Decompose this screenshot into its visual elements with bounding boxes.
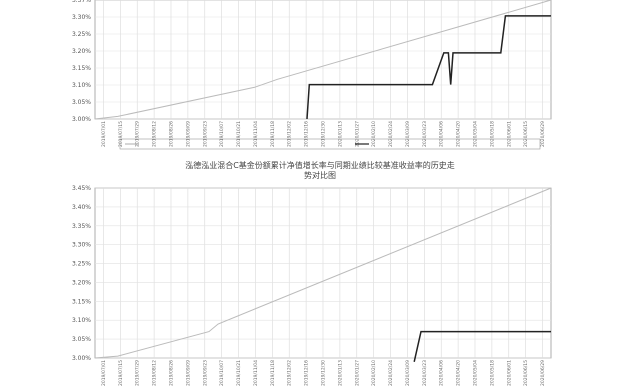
y-tick-label: 3.35% xyxy=(72,223,91,230)
x-tick-label: 2019/09/23 xyxy=(202,360,208,386)
y-tick-label: 3.20% xyxy=(72,279,91,286)
x-tick-label: 2020/06/01 xyxy=(506,360,512,386)
x-tick-label: 2020/02/24 xyxy=(388,360,394,386)
x-tick-label: 2020/01/27 xyxy=(354,360,360,386)
x-tick-label: 2019/10/07 xyxy=(219,121,225,147)
x-tick-label: 2019/12/30 xyxy=(321,121,327,147)
x-tick-label: 2019/09/23 xyxy=(202,121,208,147)
x-tick-label: 2019/08/26 xyxy=(169,121,175,147)
x-tick-label: 2020/03/09 xyxy=(405,121,411,147)
x-tick-label: 2020/02/24 xyxy=(388,121,394,147)
x-tick-label: 2019/07/01 xyxy=(101,360,107,386)
x-tick-label: 2019/07/29 xyxy=(135,360,141,386)
x-tick-label: 2020/04/06 xyxy=(439,360,445,386)
x-tick-label: 2019/07/15 xyxy=(118,360,124,386)
series-line-0 xyxy=(94,187,552,359)
y-tick-label: 3.25% xyxy=(72,261,91,268)
x-tick-label: 2020/01/13 xyxy=(337,121,343,147)
x-tick-label: 2019/08/12 xyxy=(152,360,158,386)
x-tick-label: 2020/05/04 xyxy=(473,121,479,147)
x-tick-label: 2020/05/18 xyxy=(489,360,495,386)
y-tick-label: 3.25% xyxy=(72,31,91,38)
x-tick-label: 2019/10/21 xyxy=(236,360,242,386)
x-tick-label: 2019/11/04 xyxy=(253,121,259,147)
x-tick-label: 2020/06/29 xyxy=(540,360,546,386)
series-line-1 xyxy=(306,15,551,120)
x-tick-label: 2019/08/26 xyxy=(169,360,175,386)
y-tick-label: 3.30% xyxy=(72,242,91,249)
y-tick-label: 3.05% xyxy=(72,336,91,343)
y-tick-label: 3.10% xyxy=(72,317,91,324)
legend-box xyxy=(119,138,541,150)
x-tick-label: 2020/04/20 xyxy=(456,121,462,147)
x-tick-label: 2019/09/09 xyxy=(185,360,191,386)
y-tick-label: 3.45% xyxy=(72,185,91,192)
x-tick-label: 2020/06/15 xyxy=(523,121,529,147)
y-tick-label: 3.05% xyxy=(72,99,91,106)
y-tick-label: 3.30% xyxy=(72,14,91,21)
x-tick-label: 2020/06/01 xyxy=(506,121,512,147)
x-tick-label: 2020/06/29 xyxy=(540,121,546,147)
x-tick-label: 2020/03/23 xyxy=(422,360,428,386)
y-tick-label: 3.15% xyxy=(72,65,91,72)
chart-title: 泓德泓业混合C基金份额累计净值增长率与同期业绩比较基准收益率的历史走势对比图 xyxy=(185,160,455,180)
x-tick-label: 2020/05/18 xyxy=(489,121,495,147)
x-tick-label: 2019/12/16 xyxy=(304,121,310,147)
x-tick-label: 2020/04/06 xyxy=(439,121,445,147)
y-tick-label: 3.20% xyxy=(72,48,91,55)
x-tick-label: 2020/02/10 xyxy=(371,121,377,147)
chart-top: 3.00% 3.05% 3.10% 3.15% 3.20% 3.25% 3.30% 3.37%… xyxy=(72,0,552,150)
x-tick-label: 2019/12/02 xyxy=(287,360,293,386)
chart-bottom: 3.00% 3.05% 3.10% 3.15% 3.20% 3.25% 3.30% 3.35%… xyxy=(72,185,552,386)
x-tick-label: 2020/01/13 xyxy=(337,360,343,386)
x-tick-label: 2019/12/30 xyxy=(321,360,327,386)
x-tick-label: 2019/11/18 xyxy=(270,360,276,386)
x-tick-label: 2020/03/23 xyxy=(422,121,428,147)
x-tick-label: 2019/07/01 xyxy=(101,121,107,147)
x-tick-label: 2019/10/07 xyxy=(219,360,225,386)
x-tick-label: 2020/06/15 xyxy=(523,360,529,386)
x-tick-label: 2019/08/12 xyxy=(152,121,158,147)
x-tick-label: 2020/04/20 xyxy=(456,360,462,386)
y-tick-label: 3.00% xyxy=(72,116,91,123)
y-tick-label: 3.40% xyxy=(72,204,91,211)
legend xyxy=(119,138,541,150)
x-tick-label: 2019/11/04 xyxy=(253,360,259,386)
x-tick-label: 2020/01/27 xyxy=(354,121,360,147)
x-tick-label: 2019/10/21 xyxy=(236,121,242,147)
y-tick-label: 3.10% xyxy=(72,82,91,89)
x-tick-label: 2019/07/29 xyxy=(135,121,141,147)
series-line-0 xyxy=(94,0,552,120)
x-tick-label: 2019/11/18 xyxy=(270,121,276,147)
x-tick-label: 2020/02/10 xyxy=(371,360,377,386)
y-tick-label: 3.15% xyxy=(72,298,91,305)
x-tick-label: 2020/03/09 xyxy=(405,360,411,386)
x-tick-label: 2019/07/15 xyxy=(118,121,124,147)
x-tick-label: 2019/12/02 xyxy=(287,121,293,147)
x-tick-label: 2019/12/16 xyxy=(304,360,310,386)
x-tick-label: 2020/05/04 xyxy=(473,360,479,386)
y-tick-label: 3.00% xyxy=(72,355,91,362)
y-tick-label: 3.37% xyxy=(72,0,91,4)
x-tick-label: 2019/09/09 xyxy=(185,121,191,147)
series-line-1 xyxy=(413,330,551,362)
